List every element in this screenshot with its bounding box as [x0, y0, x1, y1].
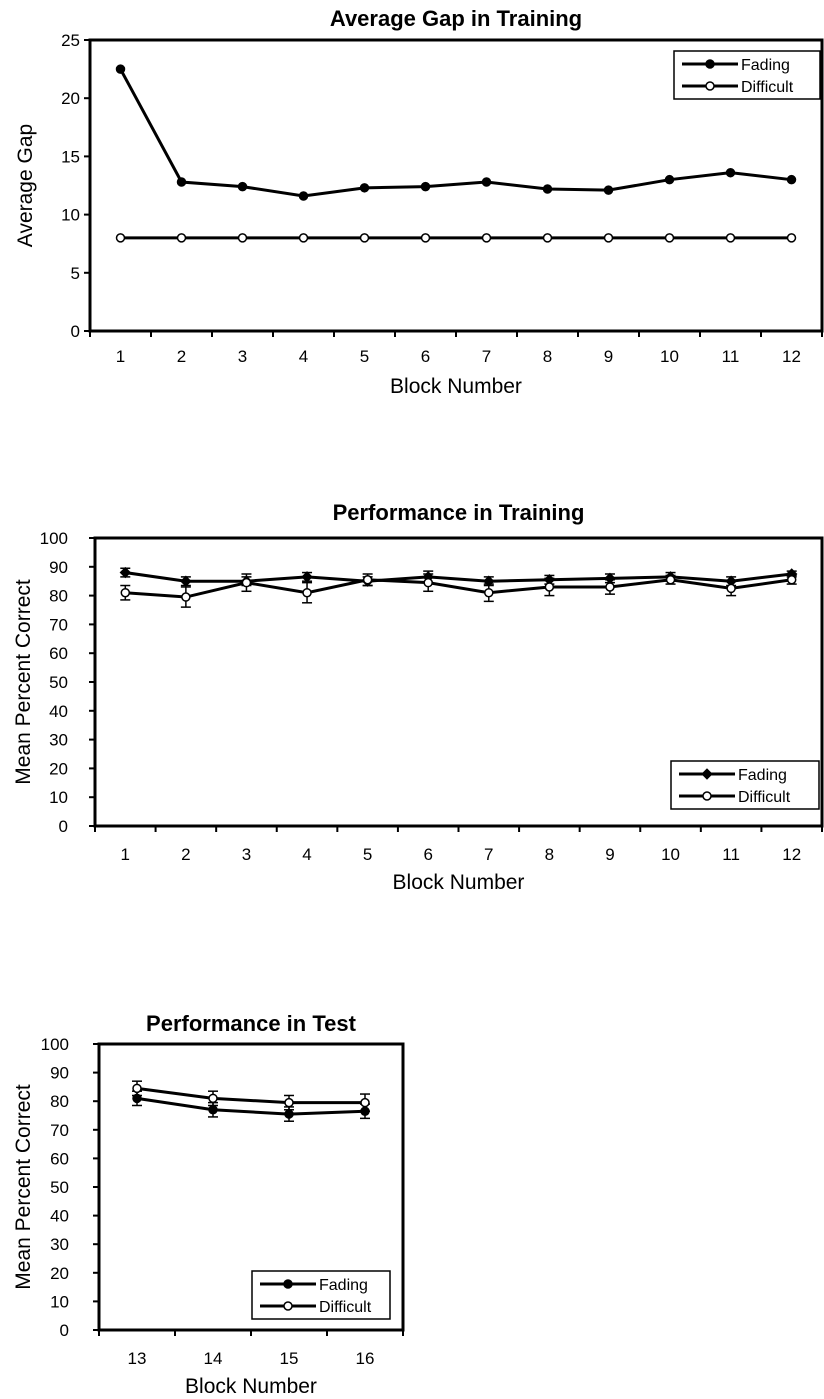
x-tick-label: 16	[356, 1349, 375, 1368]
series-line-difficult	[137, 1088, 365, 1102]
legend-label-difficult: Difficult	[319, 1299, 372, 1316]
legend-marker	[284, 1302, 292, 1310]
x-tick-label: 15	[280, 1349, 299, 1368]
data-point-fading	[285, 1110, 293, 1118]
y-tick-label: 60	[50, 1149, 69, 1168]
data-point-difficult	[133, 1084, 141, 1092]
data-point-difficult	[361, 1099, 369, 1107]
y-tick-label: 80	[50, 1092, 69, 1111]
y-tick-label: 0	[60, 1321, 69, 1340]
data-point-difficult	[209, 1094, 217, 1102]
y-tick-label: 30	[50, 1235, 69, 1254]
data-point-difficult	[285, 1099, 293, 1107]
data-point-fading	[209, 1106, 217, 1114]
chart-title: Performance in Test	[146, 1011, 357, 1036]
y-tick-label: 10	[50, 1292, 69, 1311]
x-axis-label: Block Number	[185, 1375, 317, 1398]
y-tick-label: 20	[50, 1264, 69, 1283]
y-tick-label: 90	[50, 1064, 69, 1083]
y-tick-label: 40	[50, 1207, 69, 1226]
y-tick-label: 50	[50, 1178, 69, 1197]
x-tick-label: 13	[128, 1349, 147, 1368]
legend-marker	[284, 1280, 292, 1288]
legend-label-fading: Fading	[319, 1277, 368, 1294]
x-tick-label: 14	[204, 1349, 223, 1368]
y-axis-label: Mean Percent Correct	[12, 1084, 35, 1290]
y-tick-label: 100	[41, 1035, 69, 1054]
y-tick-label: 70	[50, 1121, 69, 1140]
